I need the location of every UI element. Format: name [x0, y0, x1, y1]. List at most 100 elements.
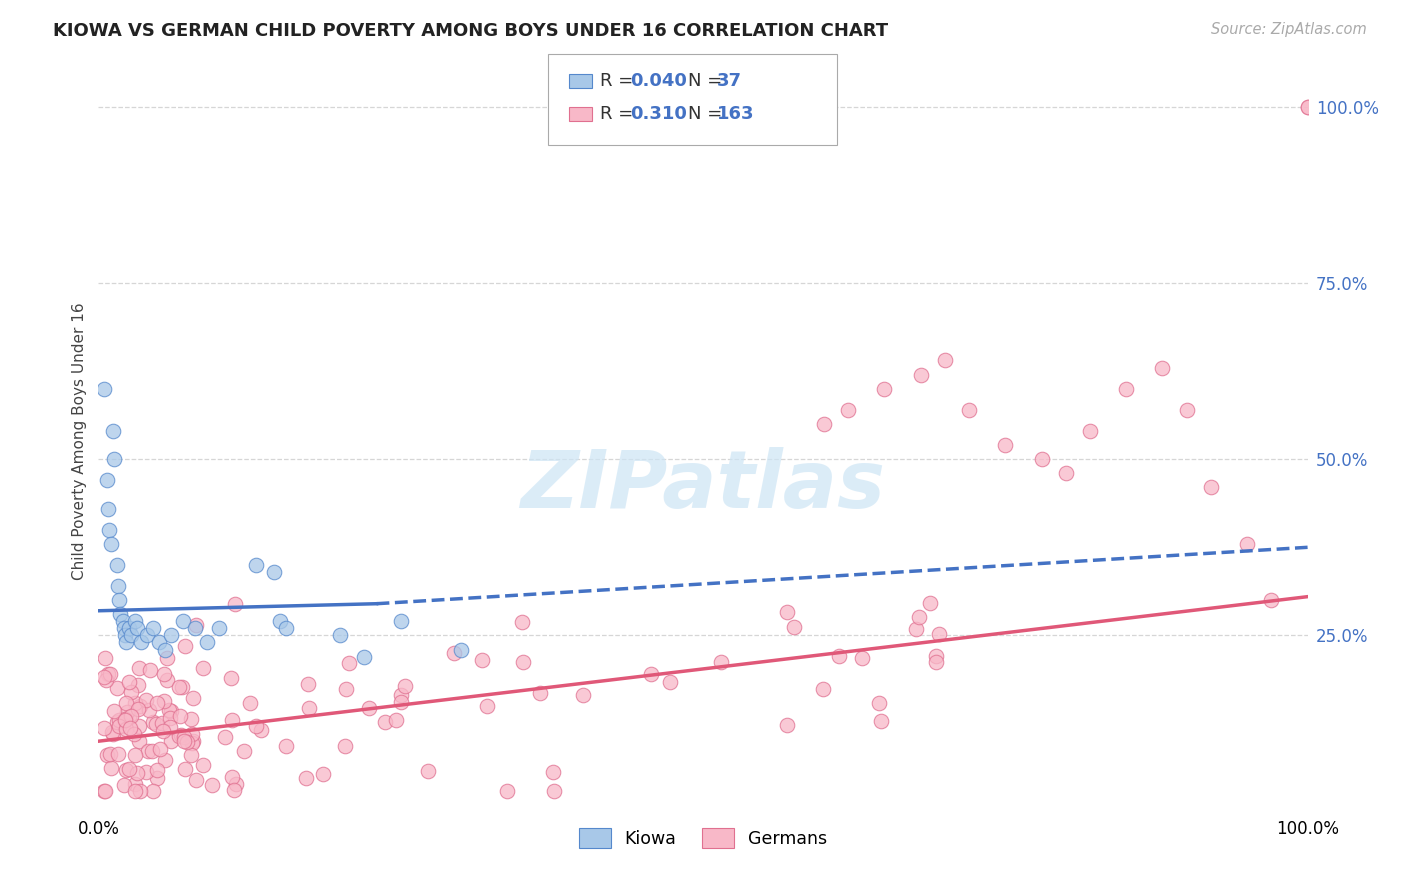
Point — [93, 382, 115, 396]
Point — [224, 597, 246, 611]
Point — [238, 696, 260, 710]
Point — [128, 783, 150, 797]
Point — [101, 424, 124, 438]
Point — [333, 739, 356, 753]
Point — [156, 673, 179, 687]
Point — [659, 675, 682, 690]
Point — [142, 715, 165, 730]
Point — [159, 720, 181, 734]
Point — [250, 723, 273, 738]
Point — [221, 713, 243, 727]
Point — [127, 678, 149, 692]
Point — [128, 719, 150, 733]
Point — [1152, 360, 1174, 375]
Point — [118, 763, 141, 777]
Point — [184, 621, 207, 635]
Point — [108, 607, 131, 622]
Point — [783, 620, 806, 634]
Point — [115, 722, 138, 736]
Point — [153, 694, 176, 708]
Point — [152, 724, 174, 739]
Point — [118, 675, 141, 690]
Point — [776, 605, 799, 619]
Point — [96, 473, 118, 487]
Point — [180, 712, 202, 726]
Point — [145, 771, 167, 785]
Point — [353, 649, 375, 664]
Point — [138, 703, 160, 717]
Point — [957, 402, 980, 417]
Point — [389, 688, 412, 702]
Point — [443, 646, 465, 660]
Point — [174, 639, 197, 653]
Point — [100, 761, 122, 775]
Point — [994, 438, 1017, 452]
Point — [139, 663, 162, 677]
Point — [184, 773, 207, 788]
Point — [108, 593, 131, 607]
Point — [294, 771, 316, 785]
Point — [115, 705, 138, 719]
Point — [233, 744, 256, 758]
Point — [146, 696, 169, 710]
Point — [114, 713, 136, 727]
Text: KIOWA VS GERMAN CHILD POVERTY AMONG BOYS UNDER 16 CORRELATION CHART: KIOWA VS GERMAN CHILD POVERTY AMONG BOYS… — [53, 22, 889, 40]
Point — [1296, 100, 1319, 114]
Point — [543, 764, 565, 779]
Point — [385, 713, 408, 727]
Point — [105, 714, 128, 729]
Point — [124, 777, 146, 791]
Point — [159, 733, 181, 747]
Point — [127, 766, 149, 780]
Point — [148, 635, 170, 649]
Point — [93, 783, 115, 797]
Point — [470, 653, 492, 667]
Point — [225, 777, 247, 791]
Text: Source: ZipAtlas.com: Source: ZipAtlas.com — [1211, 22, 1367, 37]
Point — [98, 523, 121, 537]
Point — [181, 690, 204, 705]
Point — [191, 661, 214, 675]
Point — [1199, 480, 1222, 494]
Point — [181, 735, 204, 749]
Point — [1031, 452, 1053, 467]
Point — [157, 702, 180, 716]
Point — [94, 650, 117, 665]
Point — [389, 695, 412, 709]
Point — [572, 688, 595, 702]
Point — [496, 783, 519, 797]
Text: 0.310: 0.310 — [630, 105, 686, 123]
Point — [118, 621, 141, 635]
Point — [122, 727, 145, 741]
Point — [214, 730, 236, 744]
Point — [127, 702, 149, 716]
Point — [153, 642, 176, 657]
Point — [276, 739, 298, 754]
Point — [160, 704, 183, 718]
Point — [710, 655, 733, 669]
Point — [245, 719, 267, 733]
Point — [191, 757, 214, 772]
Point — [924, 655, 946, 669]
Point — [357, 700, 380, 714]
Point — [450, 642, 472, 657]
Point — [335, 681, 357, 696]
Point — [100, 667, 122, 681]
Point — [107, 579, 129, 593]
Point — [167, 730, 190, 744]
Text: N =: N = — [688, 105, 727, 123]
Point — [311, 767, 333, 781]
Point — [112, 778, 135, 792]
Point — [173, 762, 195, 776]
Y-axis label: Child Poverty Among Boys Under 16: Child Poverty Among Boys Under 16 — [72, 302, 87, 581]
Point — [208, 621, 231, 635]
Point — [128, 734, 150, 748]
Point — [170, 728, 193, 742]
Point — [918, 596, 941, 610]
Point — [105, 681, 128, 695]
Point — [135, 693, 157, 707]
Point — [173, 733, 195, 747]
Point — [184, 618, 207, 632]
Point — [475, 699, 498, 714]
Point — [394, 679, 416, 693]
